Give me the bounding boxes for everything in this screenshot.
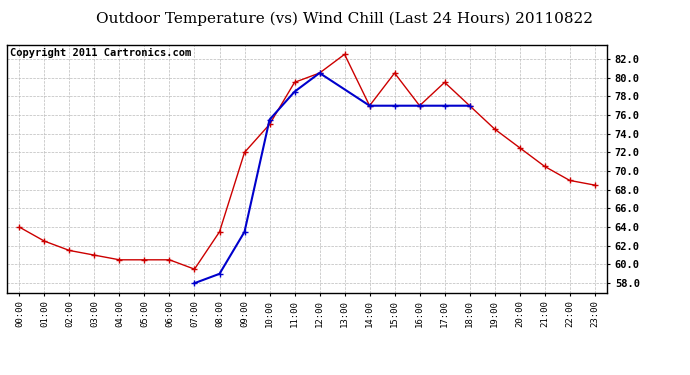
Text: Copyright 2011 Cartronics.com: Copyright 2011 Cartronics.com (10, 48, 191, 57)
Text: Outdoor Temperature (vs) Wind Chill (Last 24 Hours) 20110822: Outdoor Temperature (vs) Wind Chill (Las… (97, 11, 593, 26)
